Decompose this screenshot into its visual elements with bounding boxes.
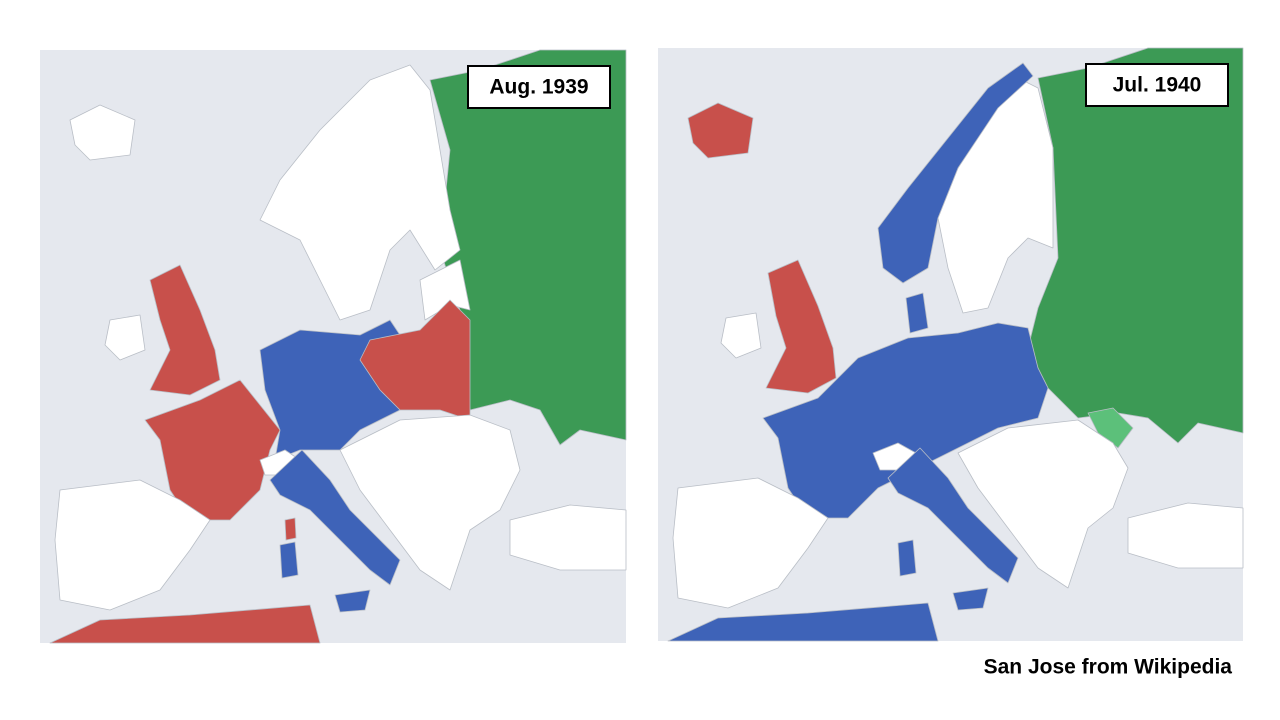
bessarabia (1087, 407, 1134, 449)
date-box (1085, 63, 1229, 107)
france (144, 379, 281, 521)
britain (765, 259, 837, 394)
ireland (720, 312, 762, 359)
denmark (905, 292, 929, 334)
date-box (467, 65, 611, 109)
map-1939: Aug. 1939 (40, 49, 627, 644)
map-1940: Jul. 1940 (658, 47, 1244, 642)
north-africa (667, 602, 939, 642)
ireland (104, 314, 146, 361)
date-label: Aug. 1939 (489, 76, 588, 99)
norway (877, 62, 1034, 284)
caption: San Jose from Wikipedia (984, 656, 1233, 679)
iceland (687, 102, 754, 159)
sicily (334, 589, 371, 613)
balkans (339, 414, 521, 591)
sardinia (897, 539, 917, 577)
date-label: Jul. 1940 (1113, 74, 1202, 97)
scandinavia (259, 64, 461, 321)
italy (887, 447, 1019, 584)
turkey (509, 504, 627, 571)
balkans (957, 419, 1129, 589)
sicily (952, 587, 989, 611)
spain (672, 477, 829, 609)
poland (359, 299, 471, 421)
soviet-union (1027, 47, 1244, 444)
turkey (1127, 502, 1244, 569)
north-africa (49, 604, 321, 644)
italy (269, 449, 401, 586)
sardinia (279, 541, 299, 579)
britain (149, 264, 221, 396)
baltics (419, 259, 471, 321)
iceland (69, 104, 136, 161)
spain (54, 479, 211, 611)
corsica (284, 517, 297, 541)
